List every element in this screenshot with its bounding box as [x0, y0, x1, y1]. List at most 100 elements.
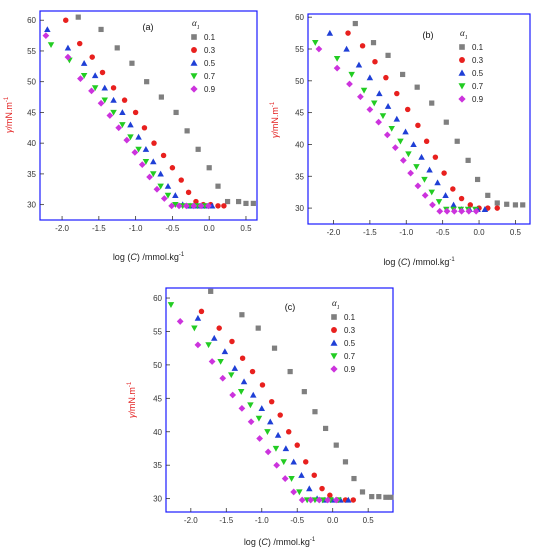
data-point [229, 338, 235, 345]
legend-label: 0.1 [204, 33, 216, 42]
data-point [472, 207, 480, 215]
data-point [333, 442, 339, 448]
data-point [221, 348, 229, 355]
data-point [273, 461, 281, 469]
data-point [135, 133, 142, 140]
y-tick-label: 30 [295, 204, 304, 213]
data-point [376, 90, 383, 97]
data-point [80, 60, 88, 66]
data-point [206, 165, 212, 171]
data-point [520, 202, 526, 208]
data-point [216, 325, 222, 331]
x-tick-label: -2.0 [55, 224, 69, 233]
x-tick-label: 0.0 [327, 516, 339, 525]
data-point [319, 485, 325, 492]
x-axis-label: log (C) /mmol.kg-1 [244, 537, 316, 547]
x-tick-label: -1.0 [129, 224, 143, 233]
data-point [175, 202, 183, 210]
legend-marker [191, 47, 197, 53]
data-point [281, 475, 289, 482]
y-tick-label: 30 [27, 201, 36, 210]
data-point [247, 418, 255, 426]
data-point [42, 32, 50, 39]
series-0.5 [44, 26, 216, 209]
data-point [434, 179, 441, 186]
x-tick-label: 0.5 [240, 224, 252, 233]
data-point [268, 398, 275, 405]
data-point [494, 200, 500, 206]
series-0.1 [75, 14, 256, 207]
data-point [290, 488, 298, 496]
data-point [324, 496, 332, 504]
data-point [372, 58, 378, 65]
data-point [429, 100, 435, 106]
data-point [383, 131, 391, 139]
data-point [423, 138, 430, 145]
y-tick-label: 30 [153, 495, 162, 504]
data-point [306, 485, 313, 492]
x-tick-label: -2.0 [184, 516, 198, 525]
data-point [307, 496, 315, 504]
data-point [221, 203, 227, 209]
data-point [164, 182, 172, 189]
data-point [228, 372, 235, 379]
x-tick-label: -2.0 [327, 228, 341, 237]
data-point [428, 189, 435, 196]
legend-label: 0.1 [472, 43, 484, 52]
data-point [474, 176, 481, 183]
data-point [217, 358, 224, 365]
data-point [142, 159, 150, 165]
data-point [383, 494, 389, 500]
legend-marker [190, 59, 198, 66]
series-0.5 [194, 314, 352, 503]
x-tick-label: 0.5 [363, 516, 375, 525]
series-0.9 [42, 32, 212, 210]
series-0.9 [315, 45, 480, 215]
x-tick-label: -1.5 [92, 224, 106, 233]
legend: α1 0.1 0.3 0.5 0.7 0.9 [190, 18, 216, 94]
x-tick-label: -1.0 [399, 228, 413, 237]
data-point [271, 345, 278, 351]
data-point [238, 404, 246, 412]
data-point [315, 496, 323, 504]
legend: α1 0.1 0.3 0.5 0.7 0.9 [330, 298, 356, 374]
legend-marker [191, 34, 197, 40]
data-point [110, 96, 117, 103]
data-point [323, 425, 329, 432]
series-0.1 [208, 288, 394, 500]
legend-label: 0.7 [204, 72, 216, 81]
data-point [255, 415, 263, 422]
data-point [146, 173, 153, 181]
data-point [366, 74, 374, 81]
series-0.3 [63, 17, 227, 209]
legend-title: α1 [332, 298, 340, 311]
data-point [194, 341, 202, 349]
data-point [267, 418, 274, 425]
data-point [454, 138, 460, 144]
data-point [164, 192, 172, 199]
x-tick-label: -0.5 [290, 516, 304, 525]
data-point [421, 176, 428, 183]
data-point [345, 30, 351, 36]
data-point [399, 156, 407, 164]
data-point [224, 198, 231, 205]
y-tick-label: 55 [27, 47, 36, 56]
data-point [294, 442, 300, 448]
y-tick-label: 50 [295, 77, 304, 86]
legend: α1 0.1 0.3 0.5 0.7 0.9 [458, 28, 484, 104]
data-point [231, 364, 239, 371]
data-point [442, 192, 449, 198]
x-tick-label: -1.5 [219, 516, 233, 525]
data-point [205, 202, 212, 210]
y-tick-label: 35 [27, 170, 36, 179]
legend-label: 0.9 [472, 95, 484, 104]
data-point [172, 192, 179, 199]
data-point [110, 109, 117, 116]
data-point [388, 494, 394, 500]
y-axis-label: γ/mN.m-1 [4, 96, 14, 133]
data-point [343, 45, 350, 52]
data-point [348, 71, 355, 78]
data-point [360, 87, 368, 94]
y-tick-label: 40 [153, 428, 162, 437]
